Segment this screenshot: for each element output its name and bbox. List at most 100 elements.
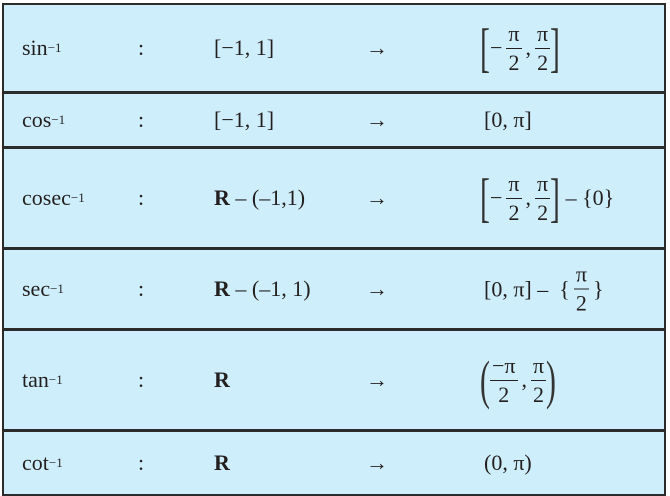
function-label: sec (22, 276, 51, 301)
denominator: 2 (537, 49, 549, 75)
colon-text: : (138, 107, 145, 132)
big-delimiter: ( (480, 350, 490, 410)
colon: : (138, 450, 144, 476)
denominator: 2 (508, 49, 520, 75)
real-numbers-symbol: R (214, 185, 230, 210)
function-label: sin (22, 35, 48, 60)
function-name: cot −1 (22, 450, 63, 476)
domain: R – (–1,1) (214, 185, 305, 211)
colon: : (138, 367, 144, 393)
arrow: → (366, 107, 388, 133)
fraction: −π 2 (489, 354, 518, 407)
arrow-symbol: → (366, 185, 388, 210)
inverse-superscript: −1 (47, 40, 62, 55)
big-delimiter: ] (550, 168, 561, 228)
domain-text: – (–1,1) (229, 185, 306, 210)
numerator: π (531, 354, 547, 381)
function-label: cosec (22, 185, 71, 210)
table-row: tan −1: R → (−π 2, π 2) (4, 331, 664, 432)
range: (−π 2, π 2) (480, 350, 557, 410)
numerator: π (573, 263, 589, 290)
arrow: → (366, 185, 388, 211)
table-row: cosec −1: R – (–1,1) → [− π 2, π 2] – {0} (4, 149, 664, 250)
domain: [−1, 1] (214, 107, 274, 133)
denominator: 2 (537, 199, 549, 225)
colon-text: : (138, 35, 145, 60)
arrow: → (366, 450, 388, 476)
arrow-symbol: → (366, 367, 388, 392)
denominator: 2 (575, 290, 587, 316)
range-text: [0, π] – { (484, 276, 570, 301)
numerator: π (535, 172, 551, 199)
function-label: tan (22, 367, 49, 392)
numerator: −π (489, 354, 518, 381)
range: [− π 2, π 2] – {0} (480, 168, 616, 228)
real-numbers-symbol: R (214, 367, 230, 392)
colon: : (138, 276, 144, 302)
real-numbers-symbol: R (214, 450, 230, 475)
table-row: cos −1: [−1, 1] → [0, π] (4, 94, 664, 149)
numerator: π (506, 172, 522, 199)
colon: : (138, 35, 144, 61)
inverse-superscript: −1 (50, 281, 64, 296)
inverse-superscript: −1 (51, 112, 66, 127)
colon-text: : (138, 276, 145, 301)
range: [0, π] – {π 2} (482, 263, 606, 316)
function-name: sec −1 (22, 276, 64, 302)
range-text: (0, π) (484, 450, 532, 475)
arrow: → (366, 35, 388, 61)
arrow-symbol: → (366, 276, 388, 301)
function-name: sin −1 (22, 35, 62, 61)
big-delimiter: ] (550, 18, 561, 78)
range: (0, π) (482, 450, 534, 476)
domain: R (214, 367, 230, 393)
denominator: 2 (498, 381, 510, 407)
inverse-superscript: −1 (48, 372, 63, 387)
range-text: [0, π] (484, 107, 532, 132)
inverse-superscript: −1 (70, 190, 85, 205)
numerator: π (535, 22, 551, 49)
function-label: cot (22, 450, 49, 475)
range-text: , (525, 35, 532, 60)
range: [0, π] (482, 107, 534, 133)
domain: R – (–1, 1) (214, 276, 311, 302)
numerator: π (506, 22, 522, 49)
big-delimiter: ) (546, 350, 557, 410)
table-row: sin −1: [−1, 1] →[− π 2, π 2] (4, 5, 664, 94)
table-row: cot −1: R → (0, π) (4, 432, 664, 494)
arrow: → (366, 276, 388, 302)
colon: : (138, 185, 144, 211)
function-label: cos (22, 107, 52, 132)
range-text: , (521, 367, 528, 392)
function-name: cosec −1 (22, 185, 85, 211)
domain: [−1, 1] (214, 35, 274, 61)
arrow: → (366, 367, 388, 393)
function-name: tan −1 (22, 367, 63, 393)
inverse-superscript: −1 (48, 455, 63, 470)
domain-text: – (–1, 1) (229, 276, 311, 301)
table-row: sec −1: R – (–1, 1) → [0, π] – {π 2} (4, 250, 664, 331)
range: [− π 2, π 2] (480, 18, 561, 78)
function-name: cos −1 (22, 107, 65, 133)
arrow-symbol: → (366, 450, 388, 475)
big-delimiter: [ (480, 18, 490, 78)
colon: : (138, 107, 144, 133)
range-text: − (489, 35, 503, 60)
denominator: 2 (508, 199, 520, 225)
domain-text: [−1, 1] (214, 35, 275, 60)
inverse-trig-domain-range-table: sin −1: [−1, 1] →[− π 2, π 2] cos −1: [−1, 1] → [0, … (2, 3, 666, 496)
real-numbers-symbol: R (214, 276, 230, 301)
domain: R (214, 450, 230, 476)
big-delimiter: [ (480, 168, 490, 228)
arrow-symbol: → (366, 35, 388, 60)
colon-text: : (138, 367, 145, 392)
range-text: − (489, 185, 503, 210)
domain-text: [−1, 1] (214, 107, 275, 132)
range-text: – {0} (560, 185, 615, 210)
